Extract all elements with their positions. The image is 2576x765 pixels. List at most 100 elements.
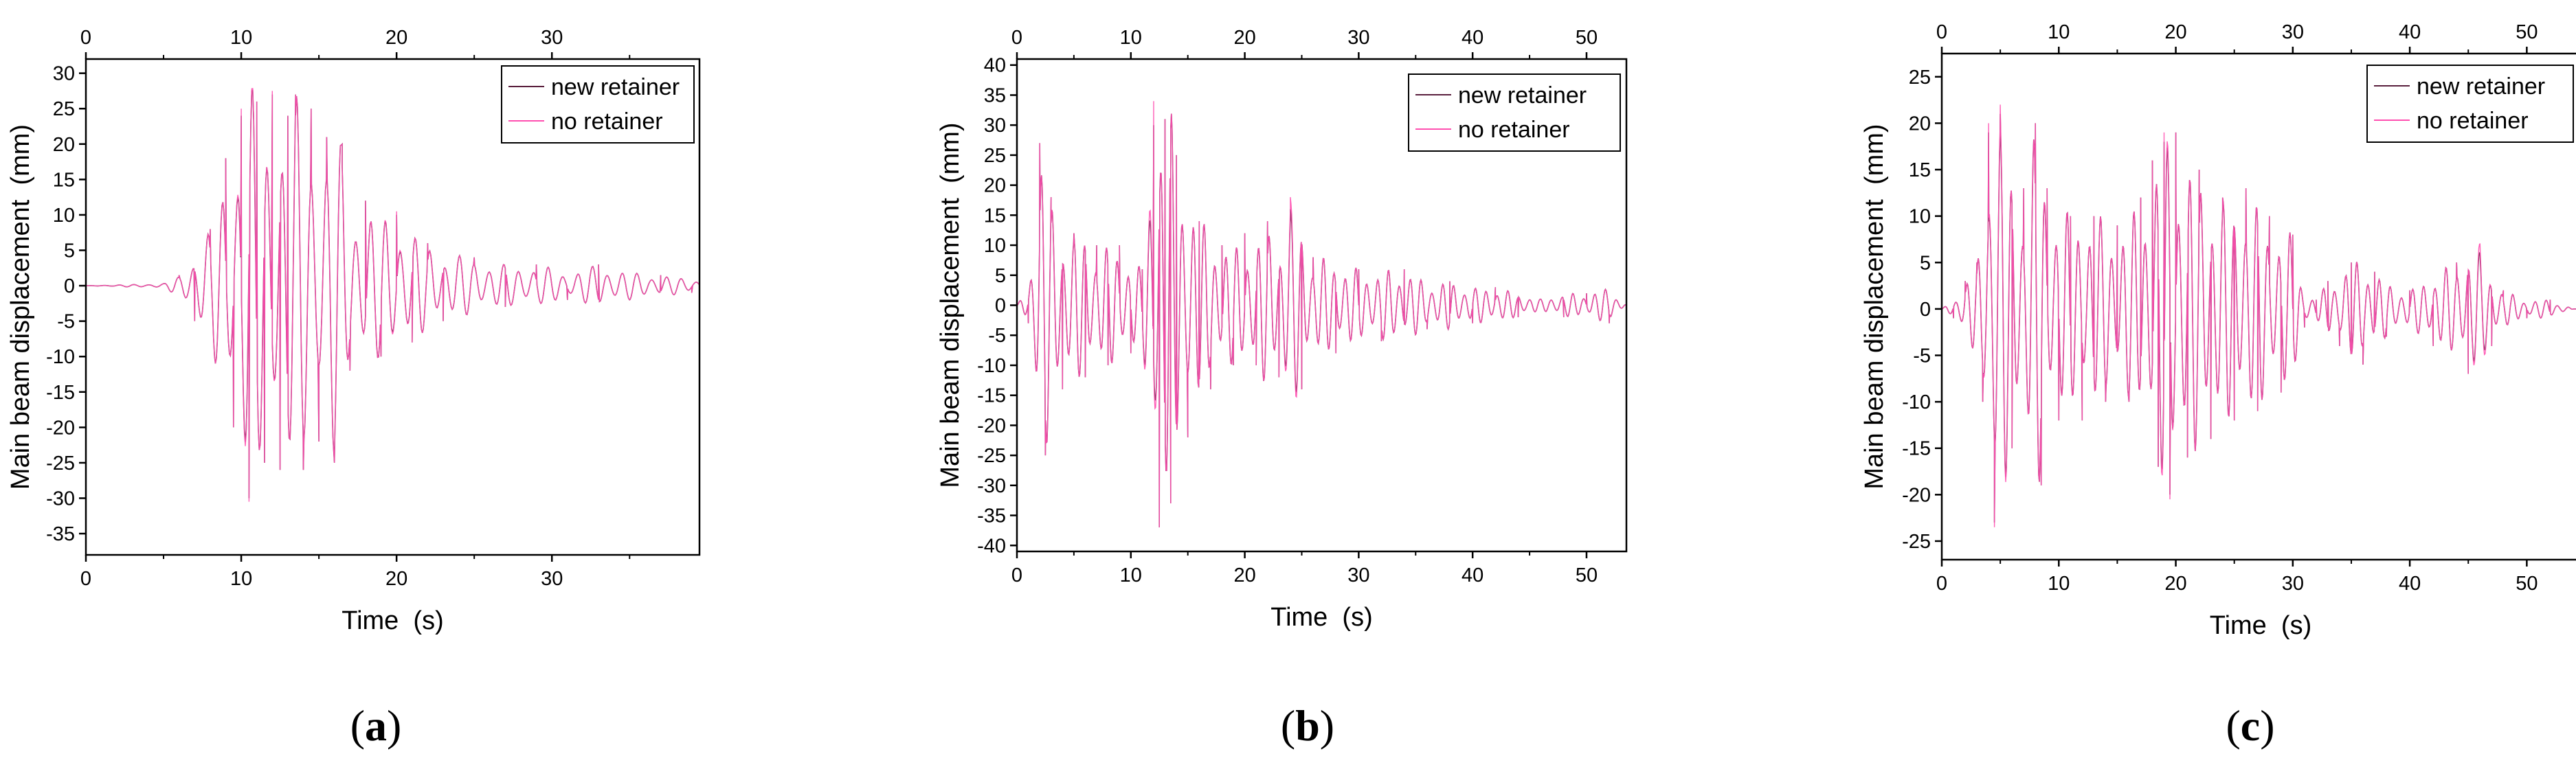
x-tick-label-bottom: 0 bbox=[80, 568, 91, 590]
x-tick-label-top: 50 bbox=[2516, 21, 2538, 43]
legend-box bbox=[2366, 65, 2574, 143]
x-tick-label-top: 10 bbox=[230, 27, 252, 49]
x-tick-label-bottom: 20 bbox=[2164, 573, 2186, 595]
x-tick-label-top: 10 bbox=[1120, 27, 1142, 49]
y-tick-label: 5 bbox=[1920, 252, 1931, 274]
y-tick-label: 40 bbox=[984, 55, 1006, 77]
x-tick-label-top: 0 bbox=[80, 27, 91, 49]
y-tick-label: 20 bbox=[53, 134, 75, 156]
x-tick-label-top: 30 bbox=[1347, 27, 1369, 49]
x-tick-label-bottom: 10 bbox=[2048, 573, 2070, 595]
panel-label-letter: a bbox=[365, 701, 387, 750]
panel-b: 0 0 10 10 20 20 30 30 40 40 50 50 -40 -35 -30 -25 -20 -15… bbox=[936, 27, 1628, 750]
x-tick-label-top: 40 bbox=[2399, 21, 2421, 43]
panel-label-close-paren: ) bbox=[387, 701, 401, 750]
legend: new retainer no retainer bbox=[1408, 73, 1621, 152]
series-line-no-retainer bbox=[86, 88, 699, 502]
x-tick-label-top: 0 bbox=[1936, 21, 1947, 43]
x-tick-label-bottom: 30 bbox=[1347, 564, 1369, 586]
x-tick-label-bottom: 50 bbox=[2516, 573, 2538, 595]
legend: new retainer no retainer bbox=[2366, 65, 2574, 143]
legend-box bbox=[501, 65, 695, 144]
x-tick-label-bottom: 50 bbox=[1576, 564, 1598, 586]
x-tick-label-bottom: 10 bbox=[230, 568, 252, 590]
panel-a: 0 0 10 10 20 20 30 30 -35 -30 -25 -20 -15 -10 -5 0 5 10 15… bbox=[6, 27, 701, 750]
x-tick-label-top: 20 bbox=[2164, 21, 2186, 43]
y-tick-label: 0 bbox=[1920, 299, 1931, 321]
y-tick-label: -25 bbox=[46, 453, 75, 475]
x-tick-label-top: 10 bbox=[2048, 21, 2070, 43]
y-tick-label: 20 bbox=[984, 175, 1006, 197]
y-tick-label: -20 bbox=[46, 417, 75, 439]
panel-label: (a) bbox=[350, 701, 402, 750]
x-tick-label-bottom: 40 bbox=[1461, 564, 1483, 586]
x-tick-label-top: 50 bbox=[1576, 27, 1598, 49]
y-tick-label: -10 bbox=[46, 346, 75, 368]
legend-label-no-retainer: no retainer bbox=[1458, 117, 1570, 143]
x-tick-label-top: 30 bbox=[2282, 21, 2304, 43]
y-tick-label: 30 bbox=[984, 115, 1006, 137]
y-tick-label: 0 bbox=[995, 295, 1006, 317]
x-axis-title: Time (s) bbox=[2210, 611, 2311, 640]
y-tick-label: 35 bbox=[984, 84, 1006, 106]
x-tick-label-bottom: 40 bbox=[2399, 573, 2421, 595]
series-line-no-retainer bbox=[1942, 104, 2576, 527]
y-axis-title: Main beam displacement (mm) bbox=[6, 124, 35, 490]
panel-label-open-paren: ( bbox=[350, 701, 365, 750]
y-tick-label: -40 bbox=[977, 535, 1006, 557]
y-tick-label: 10 bbox=[1909, 206, 1931, 228]
x-tick-label-bottom: 30 bbox=[2282, 573, 2304, 595]
legend-label-new-retainer: new retainer bbox=[1458, 82, 1587, 109]
y-tick-label: 5 bbox=[64, 240, 75, 262]
y-tick-label: -30 bbox=[977, 475, 1006, 497]
y-tick-label: 0 bbox=[64, 275, 75, 297]
y-tick-label: -20 bbox=[1902, 484, 1931, 506]
y-tick-label: -10 bbox=[977, 355, 1006, 377]
panel-label-close-paren: ) bbox=[1320, 701, 1334, 750]
panel-label-close-paren: ) bbox=[2260, 701, 2274, 750]
series-line-no-retainer bbox=[1017, 101, 1626, 528]
series-line-new-retainer bbox=[86, 89, 699, 499]
panel-label-letter: b bbox=[1295, 701, 1320, 750]
y-axis-title: Main beam displacement (mm) bbox=[1860, 124, 1889, 489]
y-tick-label: -35 bbox=[46, 523, 75, 545]
y-tick-label: 5 bbox=[995, 265, 1006, 287]
y-tick-label: -5 bbox=[1913, 345, 1931, 367]
x-tick-label-bottom: 10 bbox=[1120, 564, 1142, 586]
x-tick-label-bottom: 0 bbox=[1936, 573, 1947, 595]
y-tick-label: 15 bbox=[53, 169, 75, 191]
y-tick-label: -15 bbox=[977, 385, 1006, 407]
x-axis-title: Time (s) bbox=[341, 606, 443, 635]
y-tick-label: -35 bbox=[977, 505, 1006, 527]
y-tick-label: 25 bbox=[984, 145, 1006, 167]
legend-label-no-retainer: no retainer bbox=[2417, 108, 2529, 134]
y-tick-label: -30 bbox=[46, 488, 75, 510]
x-tick-label-top: 20 bbox=[385, 27, 407, 49]
y-tick-label: 15 bbox=[984, 205, 1006, 227]
y-tick-label: -10 bbox=[1902, 391, 1931, 413]
legend-box bbox=[1408, 73, 1621, 152]
legend-label-no-retainer: no retainer bbox=[551, 109, 663, 135]
y-tick-label: -20 bbox=[977, 415, 1006, 437]
legend-label-new-retainer: new retainer bbox=[551, 74, 680, 100]
legend-label-new-retainer: new retainer bbox=[2417, 73, 2545, 100]
y-tick-label: 20 bbox=[1909, 113, 1931, 135]
y-axis-title: Main beam displacement (mm) bbox=[936, 122, 965, 488]
x-tick-label-top: 0 bbox=[1011, 27, 1022, 49]
plot-frame bbox=[1940, 52, 2576, 561]
y-tick-label: -25 bbox=[977, 445, 1006, 467]
y-tick-label: 10 bbox=[984, 235, 1006, 257]
y-tick-label: 25 bbox=[1909, 67, 1931, 89]
y-tick-label: -15 bbox=[1902, 438, 1931, 460]
y-tick-label: -15 bbox=[46, 382, 75, 404]
panel-label-open-paren: ( bbox=[2226, 701, 2240, 750]
x-axis-title: Time (s) bbox=[1270, 603, 1372, 632]
panel-label-open-paren: ( bbox=[1281, 701, 1295, 750]
panel-label-letter: c bbox=[2241, 701, 2260, 750]
y-tick-label: -5 bbox=[57, 311, 75, 333]
y-tick-label: 15 bbox=[1909, 159, 1931, 181]
x-tick-label-top: 20 bbox=[1233, 27, 1255, 49]
x-tick-label-bottom: 20 bbox=[385, 568, 407, 590]
y-tick-label: -25 bbox=[1902, 531, 1931, 553]
y-tick-label: 25 bbox=[53, 98, 75, 120]
